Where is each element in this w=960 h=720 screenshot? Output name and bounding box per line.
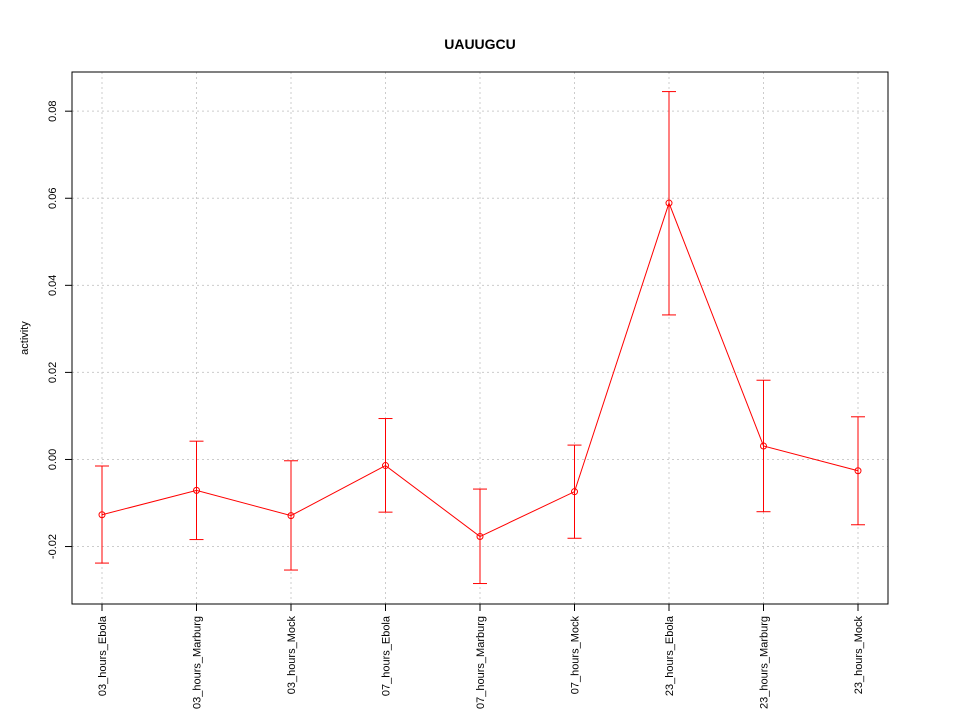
- x-tick-label: 07_hours_Mock: [570, 616, 582, 695]
- x-tick-label: 03_hours_Ebola: [97, 615, 109, 696]
- x-tick-label: 23_hours_Mock: [853, 616, 865, 695]
- y-tick-label: -0.02: [47, 534, 59, 559]
- data-point: [760, 442, 767, 450]
- y-tick-label: 0.04: [47, 275, 59, 296]
- y-tick-label: 0.00: [47, 449, 59, 470]
- y-tick-label: 0.08: [47, 100, 59, 121]
- x-tick-label: 07_hours_Ebola: [381, 615, 393, 696]
- data-point: [287, 512, 295, 520]
- series-layer: [95, 91, 865, 585]
- data-point: [571, 488, 578, 496]
- data-point: [476, 533, 484, 541]
- x-tick-label: 23_hours_Marburg: [759, 616, 771, 709]
- x-tick-label: 03_hours_Mock: [286, 616, 298, 695]
- data-point: [193, 486, 200, 494]
- y-axis: -0.02 0.00 0.02 0.04 0.06 0.08: [47, 100, 72, 559]
- data-point: [98, 511, 106, 519]
- x-tick-label: 07_hours_Marburg: [475, 616, 487, 709]
- data-point: [665, 199, 673, 207]
- y-axis-label: activity: [19, 321, 31, 355]
- x-tick-label: 23_hours_Ebola: [664, 615, 676, 696]
- data-point: [382, 462, 389, 470]
- series-line: [101, 201, 859, 538]
- grid: [72, 72, 888, 604]
- chart-title: UAUUGCU: [444, 36, 516, 52]
- data-point: [854, 467, 862, 475]
- x-tick-label: 03_hours_Marburg: [192, 616, 204, 709]
- x-axis: 03_hours_Ebola 03_hours_Marburg 03_hours_M…: [97, 604, 865, 709]
- y-tick-label: 0.06: [47, 188, 59, 209]
- y-tick-label: 0.02: [47, 362, 59, 383]
